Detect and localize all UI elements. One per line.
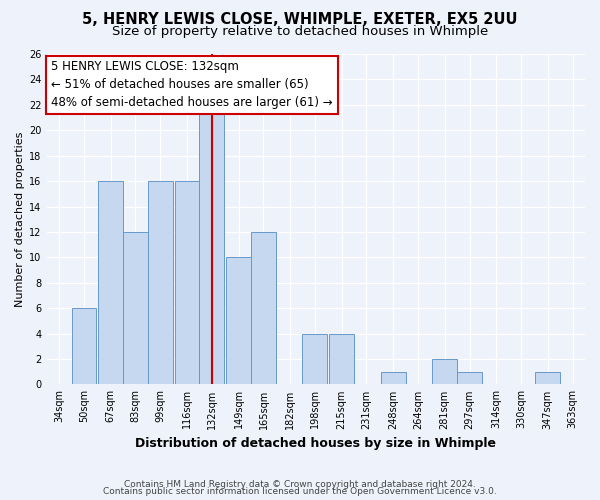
Bar	[98, 181, 123, 384]
Y-axis label: Number of detached properties: Number of detached properties	[15, 132, 25, 307]
Bar	[251, 232, 276, 384]
Bar	[199, 92, 224, 384]
Text: Contains public sector information licensed under the Open Government Licence v3: Contains public sector information licen…	[103, 488, 497, 496]
Bar	[457, 372, 482, 384]
X-axis label: Distribution of detached houses by size in Whimple: Distribution of detached houses by size …	[135, 437, 496, 450]
Bar	[148, 181, 173, 384]
Text: Size of property relative to detached houses in Whimple: Size of property relative to detached ho…	[112, 25, 488, 38]
Bar	[123, 232, 148, 384]
Bar	[329, 334, 354, 384]
Bar	[175, 181, 199, 384]
Bar	[432, 359, 457, 384]
Text: 5, HENRY LEWIS CLOSE, WHIMPLE, EXETER, EX5 2UU: 5, HENRY LEWIS CLOSE, WHIMPLE, EXETER, E…	[82, 12, 518, 28]
Bar	[535, 372, 560, 384]
Bar	[71, 308, 97, 384]
Text: 5 HENRY LEWIS CLOSE: 132sqm
← 51% of detached houses are smaller (65)
48% of sem: 5 HENRY LEWIS CLOSE: 132sqm ← 51% of det…	[51, 60, 333, 110]
Text: Contains HM Land Registry data © Crown copyright and database right 2024.: Contains HM Land Registry data © Crown c…	[124, 480, 476, 489]
Bar	[226, 258, 251, 384]
Bar	[302, 334, 328, 384]
Bar	[380, 372, 406, 384]
